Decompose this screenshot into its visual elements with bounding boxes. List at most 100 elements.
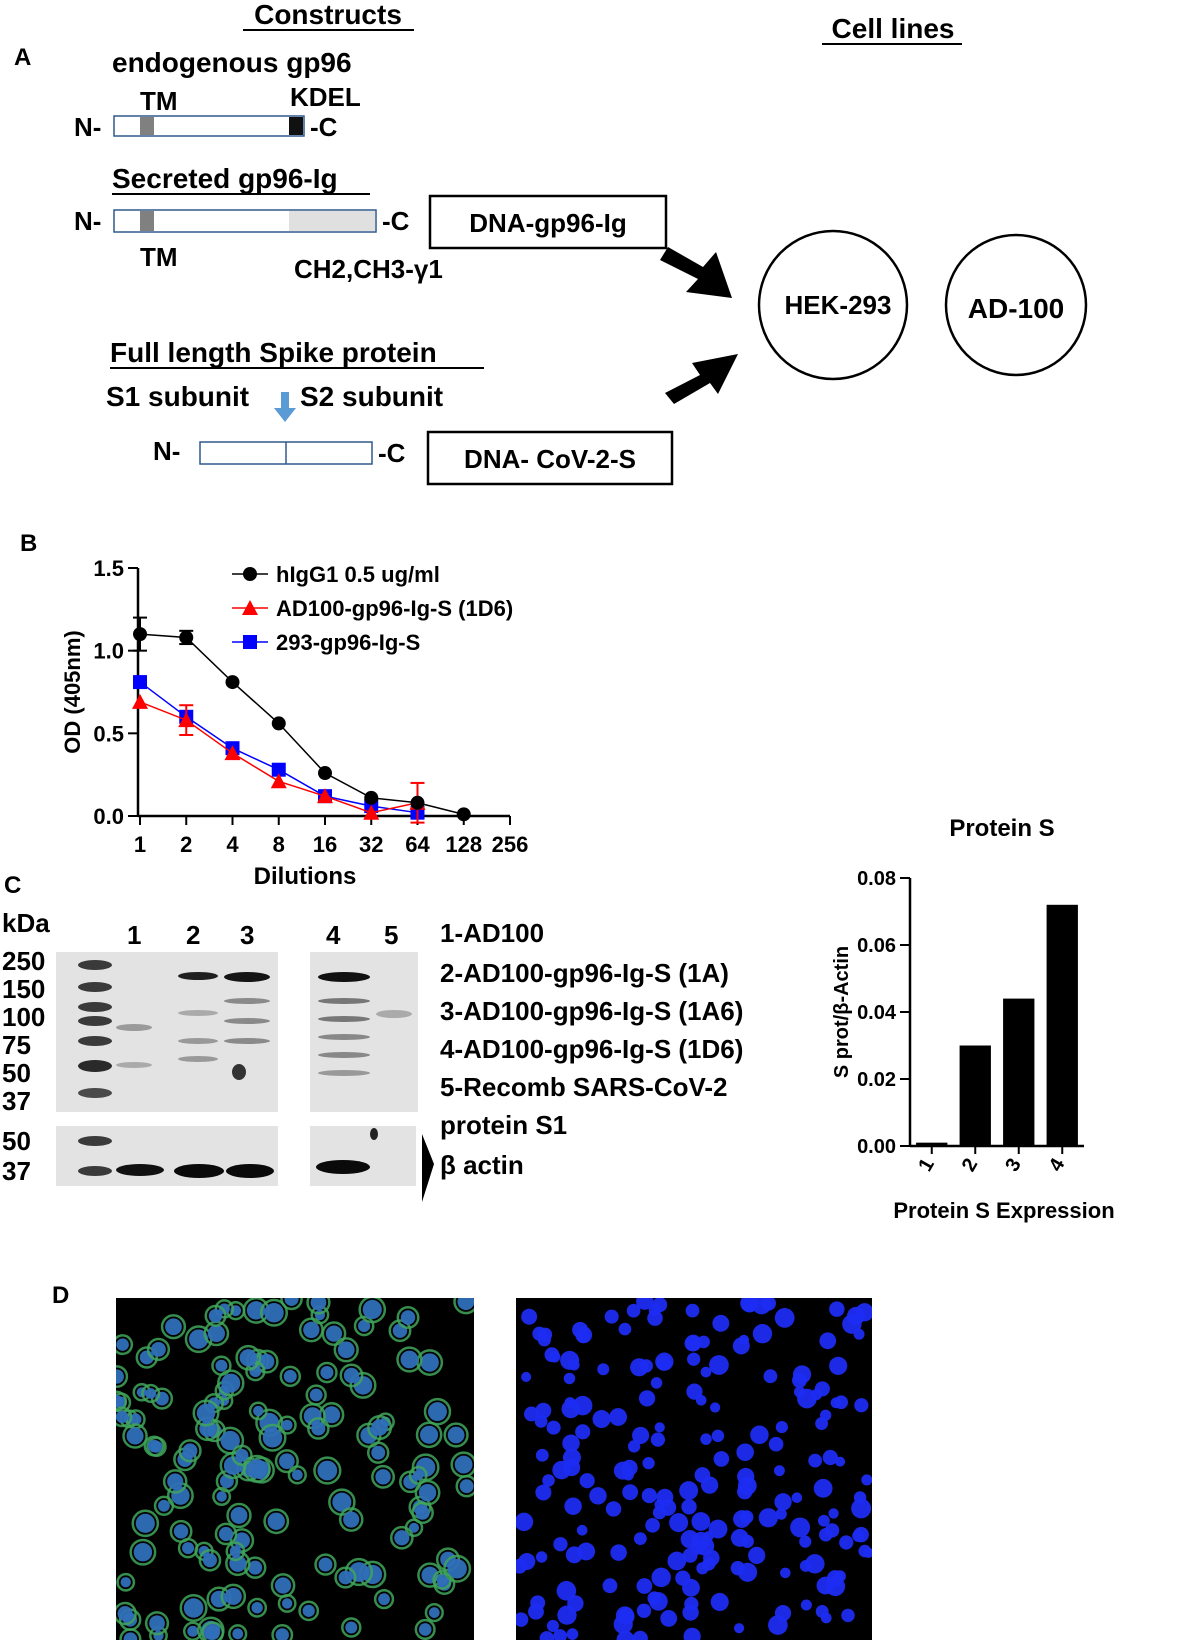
cell-nucleus xyxy=(589,1487,607,1505)
cell-nucleus xyxy=(120,1577,131,1588)
cell-membrane xyxy=(198,1548,222,1572)
blot-legend-3: 3-AD100-gp96-Ig-S (1A6) xyxy=(440,996,744,1026)
cell-nucleus xyxy=(748,1546,766,1565)
ladder-band xyxy=(78,1002,112,1012)
cell-nucleus xyxy=(700,1366,712,1378)
x-tick-label: 3 xyxy=(1001,1155,1026,1176)
cell-nucleus xyxy=(362,1299,382,1320)
cell-nucleus xyxy=(518,1553,536,1571)
lane-number-2: 2 xyxy=(186,920,201,950)
cell-membrane xyxy=(135,1346,159,1369)
cell-nucleus xyxy=(230,1507,248,1524)
data-point xyxy=(178,712,195,728)
cell-nucleus xyxy=(116,1410,129,1424)
cell-nucleus xyxy=(613,1614,633,1634)
immunofluorescence-image-control xyxy=(516,1298,872,1640)
cell-nucleus xyxy=(303,1407,322,1426)
cell-nucleus xyxy=(221,1373,241,1393)
cell-nucleus xyxy=(736,1443,754,1461)
cell-nucleus xyxy=(338,1570,353,1585)
blot-legend-2: 2-AD100-gp96-Ig-S (1A) xyxy=(440,958,729,988)
cell-nucleus xyxy=(566,1628,579,1640)
cell-nucleus xyxy=(284,1298,299,1306)
cell-nucleus xyxy=(708,1519,728,1539)
x-tick-label: 128 xyxy=(445,832,482,857)
cell-nucleus xyxy=(281,1598,293,1609)
cell-nucleus xyxy=(310,1298,327,1311)
cell-membrane xyxy=(307,1417,330,1440)
cell-nucleus xyxy=(267,1512,285,1530)
cell-nucleus xyxy=(791,1492,803,1503)
cell-nucleus xyxy=(853,1491,867,1504)
cell-membrane xyxy=(259,1298,288,1327)
cell-nucleus xyxy=(841,1608,855,1623)
y-tick-label: 1.5 xyxy=(93,556,124,581)
cell-nucleus xyxy=(239,1349,257,1367)
x-tick-label: 64 xyxy=(405,832,430,857)
cell-nucleus xyxy=(116,1394,123,1408)
cell-nucleus xyxy=(309,1388,323,1402)
lane-number-5: 5 xyxy=(384,920,399,950)
cell-membrane xyxy=(225,1541,246,1562)
cell-nucleus xyxy=(182,1443,198,1459)
cell-nucleus xyxy=(516,1512,534,1532)
cell-membrane xyxy=(116,1334,134,1356)
cell-nucleus xyxy=(246,1458,267,1479)
cell-membrane xyxy=(371,1464,396,1489)
cell-nucleus xyxy=(283,1369,297,1383)
cell-nucleus xyxy=(647,1310,663,1326)
cell-nucleus xyxy=(618,1322,632,1336)
cell-nucleus xyxy=(632,1426,650,1445)
cell-nucleus xyxy=(117,1606,133,1622)
lane1-band xyxy=(116,1062,152,1068)
n-terminus: N- xyxy=(74,112,101,142)
c-terminus: -C xyxy=(382,206,410,236)
cell-nucleus xyxy=(633,1532,647,1546)
data-point xyxy=(242,600,258,615)
ladder-band xyxy=(78,1016,112,1026)
x-tick-label: 1 xyxy=(134,832,146,857)
cell-nucleus xyxy=(537,1333,551,1347)
cell-membrane xyxy=(204,1304,227,1327)
cell-membrane xyxy=(220,1583,247,1610)
cell-nucleus xyxy=(223,1456,243,1475)
cell-membrane xyxy=(408,1465,428,1485)
cell-nucleus xyxy=(632,1630,648,1640)
cell-nucleus xyxy=(792,1365,812,1384)
lane5-spot xyxy=(370,1128,378,1140)
x-tick-label: 1 xyxy=(914,1155,939,1176)
cell-nucleus xyxy=(274,1577,292,1594)
cell-nucleus xyxy=(303,1321,320,1339)
cell-membrane xyxy=(141,1383,161,1404)
cell-nucleus xyxy=(638,1390,656,1407)
cell-nucleus xyxy=(829,1356,848,1375)
cell-nucleus xyxy=(768,1436,784,1452)
cell-nucleus xyxy=(216,1491,227,1502)
cell-nucleus xyxy=(775,1508,787,1520)
cell-membrane xyxy=(116,1601,137,1626)
cell-nucleus xyxy=(116,1338,129,1351)
western-blot-panel-right xyxy=(310,952,418,1112)
actin-band-lane1 xyxy=(116,1164,164,1176)
y-tick-label: 0.06 xyxy=(857,935,896,957)
cell-nucleus xyxy=(575,1424,591,1440)
x-axis-label: Protein S Expression xyxy=(893,1198,1114,1223)
cell-nucleus xyxy=(553,1629,567,1640)
cell-line-ad100 xyxy=(944,233,1088,377)
cell-membrane xyxy=(277,1415,297,1435)
cell-nucleus xyxy=(622,1469,634,1481)
cell-nucleus xyxy=(457,1298,474,1311)
cell-nucleus xyxy=(116,1369,124,1384)
bar xyxy=(1003,998,1035,1146)
cell-nucleus xyxy=(679,1481,699,1501)
x-tick-label: 32 xyxy=(359,832,383,857)
lane3-band xyxy=(224,1018,270,1024)
data-point xyxy=(364,790,379,805)
cell-nucleus xyxy=(349,1562,369,1582)
cell-nucleus xyxy=(371,1445,386,1460)
chart-title: Protein S xyxy=(949,815,1054,842)
cell-nucleus xyxy=(842,1314,862,1334)
cell-nucleus xyxy=(687,1352,701,1366)
cell-membrane xyxy=(367,1415,393,1441)
kda-marker-50: 50 xyxy=(2,1058,31,1088)
